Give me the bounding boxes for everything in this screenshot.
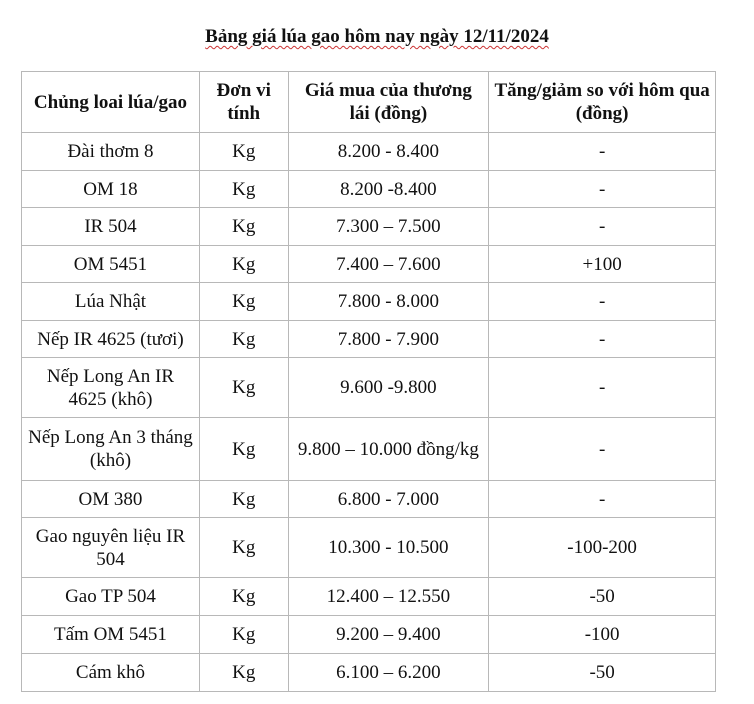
cell-type: Gao nguyên liệu IR 504	[21, 517, 200, 578]
cell-change: -	[488, 417, 716, 481]
cell-price: 9.800 – 10.000 đồng/kg	[287, 417, 490, 481]
cell-type: Nếp IR 4625 (tươi)	[21, 320, 200, 358]
cell-change: -	[488, 170, 716, 208]
table-row: OM 5451 Kg 7.400 – 7.600 +100	[21, 245, 716, 283]
cell-price: 12.400 – 12.550	[287, 577, 490, 616]
cell-change: -	[488, 282, 716, 321]
rice-price-table: Chủng loai lúa/gao Đơn vi tính Giá mua c…	[21, 71, 716, 692]
cell-price: 9.200 – 9.400	[287, 615, 490, 654]
cell-change: -	[488, 357, 716, 418]
table-header-row: Chủng loai lúa/gao Đơn vi tính Giá mua c…	[21, 71, 716, 133]
cell-unit: Kg	[198, 245, 289, 283]
cell-change: -	[488, 480, 716, 518]
cell-price: 9.600 -9.800	[287, 357, 490, 418]
cell-type: OM 380	[21, 480, 200, 518]
column-header-price: Giá mua của thương lái (đồng)	[287, 71, 490, 133]
column-header-change: Tăng/giảm so với hôm qua (đồng)	[488, 71, 716, 133]
cell-unit: Kg	[198, 480, 289, 518]
cell-change: -50	[488, 577, 716, 616]
cell-type: Tấm OM 5451	[21, 615, 200, 654]
cell-type: OM 5451	[21, 245, 200, 283]
table-row: Lúa Nhật Kg 7.800 - 8.000-	[21, 282, 716, 321]
cell-unit: Kg	[198, 282, 289, 321]
cell-price: 7.800 - 7.900	[287, 320, 490, 358]
cell-change: -100	[488, 615, 716, 654]
table-row: Đài thơm 8 Kg 8.200 - 8.400-	[21, 132, 716, 171]
column-header-type: Chủng loai lúa/gao	[21, 71, 200, 133]
cell-type: Nếp Long An 3 tháng (khô)	[21, 417, 200, 481]
cell-type: IR 504	[21, 207, 200, 246]
cell-type: Lúa Nhật	[21, 282, 200, 321]
cell-price: 8.200 - 8.400	[287, 132, 490, 171]
cell-change: -	[488, 132, 716, 171]
cell-price: 10.300 - 10.500	[287, 517, 490, 578]
cell-change: -	[488, 207, 716, 246]
table-row: Tấm OM 5451 Kg 9.200 – 9.400 -100	[21, 615, 716, 654]
table-row: Gao TP 504 Kg 12.400 – 12.550 -50	[21, 577, 716, 616]
cell-unit: Kg	[198, 577, 289, 616]
cell-type: Đài thơm 8	[21, 132, 200, 171]
cell-price: 7.400 – 7.600	[287, 245, 490, 283]
cell-unit: Kg	[198, 357, 289, 418]
table-row: Gao nguyên liệu IR 504 Kg 10.300 - 10.500-…	[21, 517, 716, 578]
cell-unit: Kg	[198, 207, 289, 246]
cell-type: Gao TP 504	[21, 577, 200, 616]
table-row: Nếp Long An 3 tháng (khô) Kg 9.800 – 10.00…	[21, 417, 716, 481]
table-row: Nếp Long An IR 4625 (khô) Kg 9.600 -9.800-	[21, 357, 716, 418]
cell-change: -	[488, 320, 716, 358]
table-row: IR 504 Kg 7.300 – 7.500-	[21, 207, 716, 246]
table-row: Cám khô Kg 6.100 – 6.200 -50	[21, 653, 716, 692]
cell-change: -50	[488, 653, 716, 692]
cell-change: +100	[488, 245, 716, 283]
cell-price: 7.300 – 7.500	[287, 207, 490, 246]
cell-type: Cám khô	[21, 653, 200, 692]
cell-price: 8.200 -8.400	[287, 170, 490, 208]
cell-unit: Kg	[198, 320, 289, 358]
cell-price: 6.100 – 6.200	[287, 653, 490, 692]
title-text: Bảng giá lúa gao hôm nay ngày 12/11/2024	[205, 26, 549, 47]
cell-price: 6.800 - 7.000	[287, 480, 490, 518]
column-header-unit: Đơn vi tính	[198, 71, 289, 133]
table-row: OM 18 Kg 8.200 -8.400-	[21, 170, 716, 208]
cell-unit: Kg	[198, 170, 289, 208]
cell-unit: Kg	[198, 615, 289, 654]
cell-price: 7.800 - 8.000	[287, 282, 490, 321]
cell-change: -100-200	[488, 517, 716, 578]
cell-unit: Kg	[198, 132, 289, 171]
cell-unit: Kg	[198, 417, 289, 481]
cell-type: OM 18	[21, 170, 200, 208]
cell-type: Nếp Long An IR 4625 (khô)	[21, 357, 200, 418]
table-row: OM 380 Kg 6.800 - 7.000-	[21, 480, 716, 518]
cell-unit: Kg	[198, 517, 289, 578]
page-title: Bảng giá lúa gao hôm nay ngày 12/11/2024	[0, 26, 754, 48]
table-row: Nếp IR 4625 (tươi) Kg 7.800 - 7.900-	[21, 320, 716, 358]
cell-unit: Kg	[198, 653, 289, 692]
